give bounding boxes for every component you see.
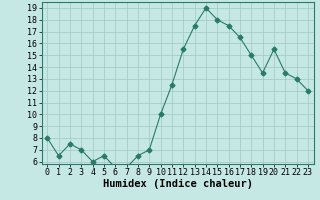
X-axis label: Humidex (Indice chaleur): Humidex (Indice chaleur): [103, 179, 252, 189]
